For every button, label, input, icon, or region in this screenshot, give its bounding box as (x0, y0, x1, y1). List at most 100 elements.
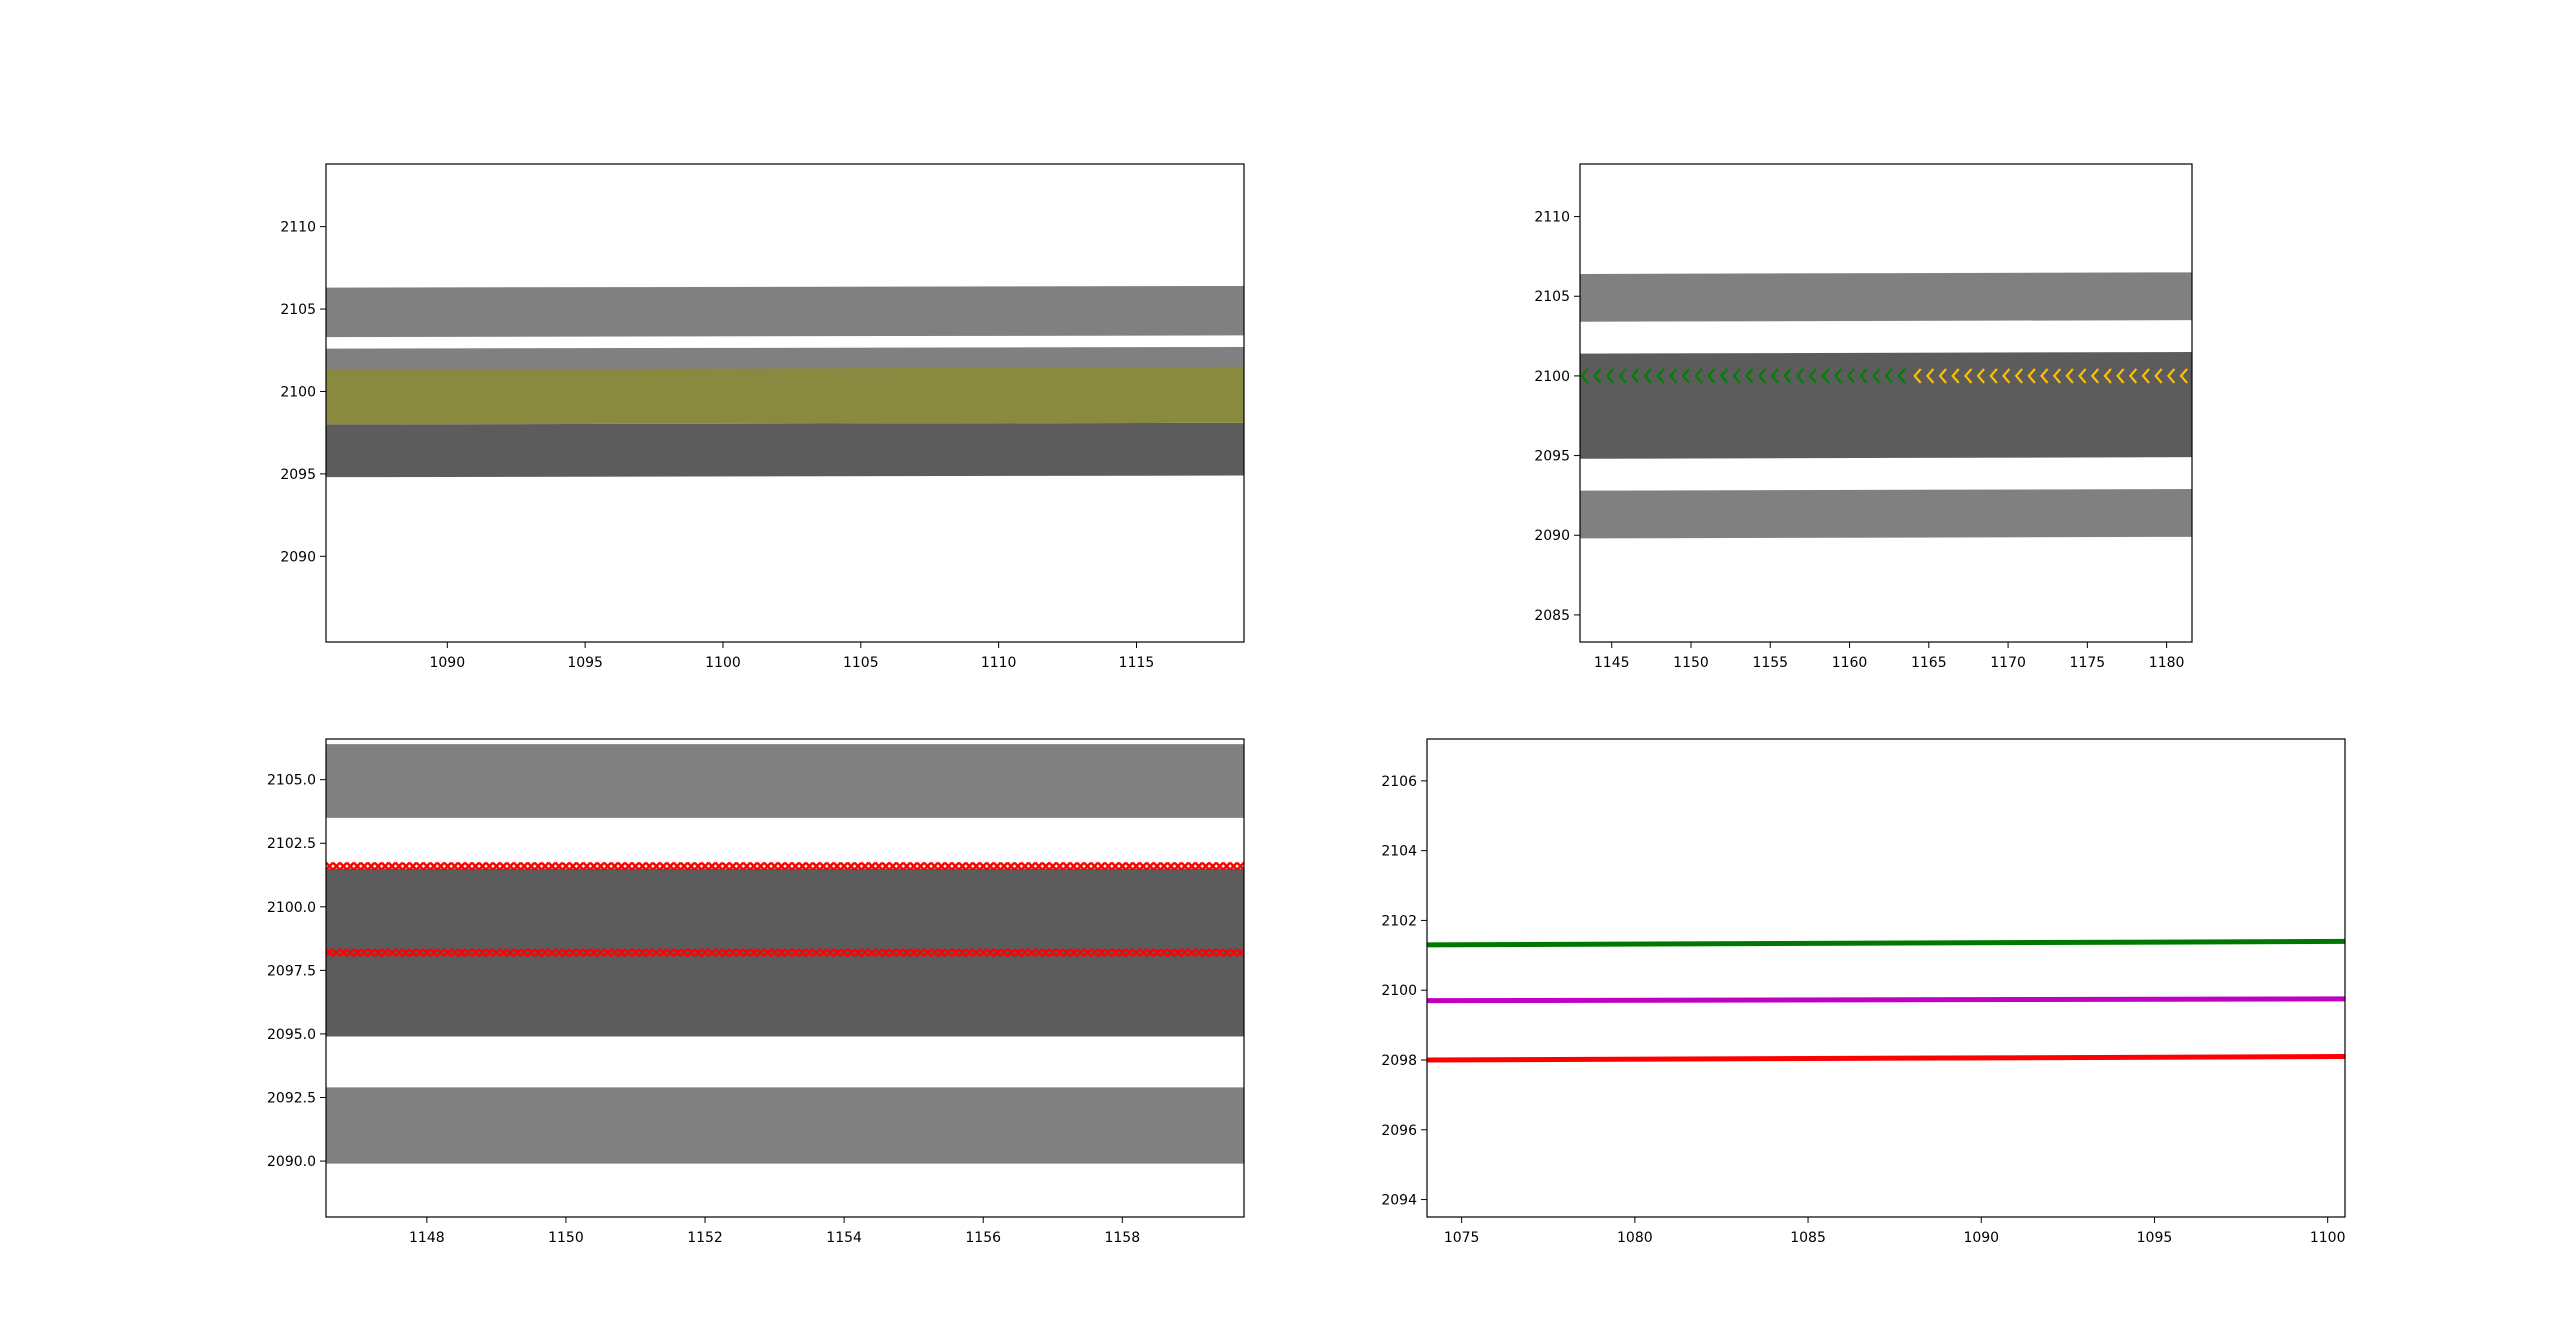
y-tick-label: 2090 (280, 549, 316, 565)
x-marker (1055, 948, 1065, 957)
lane-band-3 (1580, 272, 2192, 322)
marker-series-2 (1913, 368, 2188, 384)
x-marker (874, 861, 884, 871)
x-marker (1159, 861, 1169, 871)
x-marker (811, 948, 821, 957)
x-tick-label: 1155 (1752, 655, 1788, 671)
x-marker (798, 861, 807, 871)
x-marker (436, 948, 446, 957)
x-marker (457, 861, 466, 871)
x-marker (1215, 948, 1225, 957)
x-marker (686, 948, 696, 957)
x-marker (853, 861, 863, 871)
x-marker (693, 861, 703, 871)
x-marker (1152, 861, 1162, 871)
x-marker (679, 948, 689, 957)
left-triangle-marker (2090, 368, 2100, 384)
x-marker (533, 948, 543, 957)
plot-frame (325, 163, 1245, 643)
left-triangle-marker (1897, 368, 1906, 384)
left-triangle-marker (1719, 368, 1729, 384)
y-tick-label: 2100 (1381, 983, 1417, 999)
left-triangle-marker (2014, 368, 2024, 384)
x-marker (964, 948, 974, 957)
plot-frame (1579, 163, 2193, 643)
x-marker (505, 948, 515, 957)
x-marker (964, 861, 974, 871)
x-marker (804, 948, 814, 957)
x-marker (1166, 861, 1176, 871)
x-marker (1194, 948, 1204, 957)
x-marker (665, 861, 675, 871)
left-triangle-marker (1925, 368, 1935, 384)
x-marker (957, 861, 967, 871)
left-triangle-marker (1618, 368, 1627, 384)
x-tick-label: 1080 (1617, 1230, 1653, 1246)
marker-series-2 (326, 948, 1244, 957)
x-marker (818, 948, 828, 957)
x-marker (811, 861, 821, 871)
left-triangle-marker (2078, 368, 2087, 384)
x-marker (326, 948, 334, 957)
lane-band-2 (326, 868, 1244, 1037)
x-marker (352, 948, 362, 957)
x-marker (401, 861, 411, 871)
x-marker (672, 861, 682, 871)
x-marker (561, 948, 571, 957)
left-triangle-marker (2116, 368, 2125, 384)
x-marker (1229, 861, 1238, 871)
x-marker (721, 948, 731, 957)
x-tick-label: 1100 (705, 655, 741, 671)
x-tick-label: 1115 (1119, 655, 1155, 671)
x-marker (853, 948, 863, 957)
x-marker (533, 861, 543, 871)
x-marker (645, 861, 654, 871)
x-marker (895, 861, 905, 871)
plot-area (326, 285, 1244, 478)
x-marker (1229, 948, 1238, 957)
x-marker (471, 948, 480, 957)
left-triangle-marker (2141, 368, 2150, 384)
line-series-2 (1427, 996, 2345, 1004)
lane-band-3 (326, 366, 1244, 425)
plot-frame (1426, 738, 2346, 1218)
x-marker (735, 948, 745, 957)
left-triangle-marker (1859, 368, 1868, 384)
x-tick-label: 1158 (1104, 1230, 1140, 1246)
chart-4: 1075 1080 1085 1090 1095 1100 2094 2096 2098 2100… (1381, 738, 2346, 1246)
x-marker (804, 861, 814, 871)
x-marker (957, 948, 967, 957)
x-marker (951, 948, 960, 957)
left-triangle-marker (1669, 368, 1678, 384)
left-triangle-marker (1643, 368, 1653, 384)
x-marker (665, 948, 675, 957)
x-marker (478, 948, 487, 957)
x-marker (832, 861, 842, 871)
x-marker (519, 948, 529, 957)
x-marker (707, 861, 717, 871)
x-marker (603, 861, 613, 871)
x-marker (366, 861, 376, 871)
x-marker (951, 861, 960, 871)
x-marker (1097, 948, 1106, 957)
x-marker (784, 948, 793, 957)
y-tick-label: 2095 (280, 467, 316, 483)
x-marker (373, 948, 383, 957)
x-marker (519, 861, 529, 871)
left-triangle-marker (1989, 368, 1998, 384)
x-marker (749, 948, 759, 957)
left-triangle-marker (1963, 368, 1973, 384)
x-marker (1027, 861, 1037, 871)
left-triangle-marker (1913, 368, 1922, 384)
x-marker (422, 861, 432, 871)
left-triangle-marker (1951, 368, 1960, 384)
lane-band-1 (1580, 489, 2192, 539)
x-marker (526, 861, 536, 871)
x-tick-label: 1180 (2149, 655, 2185, 671)
y-tick-label: 2105 (280, 302, 316, 318)
x-marker (1173, 948, 1183, 957)
x-marker (867, 861, 877, 871)
x-marker (589, 861, 599, 871)
x-marker (1208, 948, 1218, 957)
x-marker (610, 948, 619, 957)
